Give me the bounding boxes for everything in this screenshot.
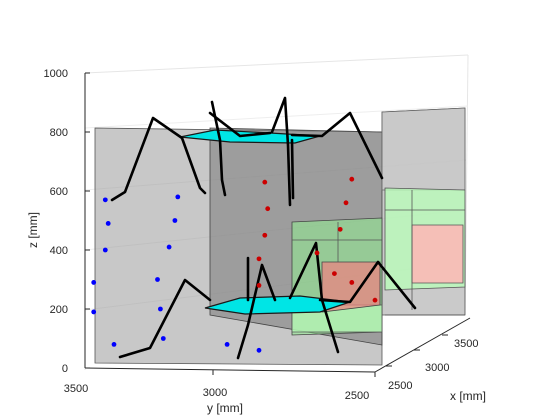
y-tick-label: 2500 xyxy=(345,390,369,402)
y-tick-label: 3000 xyxy=(203,387,227,399)
z-tick-label: 400 xyxy=(50,245,68,257)
z-tick-labels: 1000 800 600 400 200 0 xyxy=(44,68,68,375)
robot-legs xyxy=(110,96,417,360)
blue-data-point xyxy=(155,277,160,282)
z-tick-label: 600 xyxy=(50,186,68,198)
workspace-side-upper xyxy=(381,107,466,191)
red-data-point xyxy=(265,206,271,212)
blue-data-point xyxy=(102,197,108,203)
x-tick-labels: 2500 3000 3500 xyxy=(388,338,478,392)
blue-data-point xyxy=(105,221,111,226)
axis-lines xyxy=(84,73,471,373)
red-region-side xyxy=(411,224,464,284)
red-data-point xyxy=(256,283,262,288)
blue-data-point xyxy=(91,280,97,285)
red-data-point xyxy=(314,250,320,256)
x-tick-label: 3500 xyxy=(454,338,478,350)
z-tick-label: 200 xyxy=(50,304,68,316)
blue-data-point xyxy=(172,218,178,223)
z-tick-label: 1000 xyxy=(44,68,68,80)
x-tick-label: 2500 xyxy=(388,380,412,392)
y-tick-labels: 3500 3000 2500 xyxy=(64,383,369,402)
red-data-point xyxy=(256,256,262,262)
blue-data-point xyxy=(160,336,166,341)
red-data-point xyxy=(262,232,268,238)
y-tick-label: 3500 xyxy=(64,383,88,395)
red-point-series xyxy=(256,176,378,303)
red-data-point xyxy=(343,200,349,206)
red-data-point xyxy=(337,226,343,232)
red-data-point xyxy=(372,297,378,303)
blue-data-point xyxy=(91,309,97,315)
blue-data-point xyxy=(158,306,163,312)
blue-data-point xyxy=(102,247,108,253)
red-data-point xyxy=(262,179,268,185)
x-axis-label: x [mm] xyxy=(450,389,486,403)
region-divider-lines xyxy=(292,190,465,316)
red-data-point xyxy=(332,271,337,276)
blue-data-point xyxy=(256,347,262,353)
y-axis-label: y [mm] xyxy=(207,401,243,415)
blue-data-point xyxy=(175,194,181,200)
red-data-point xyxy=(349,176,355,182)
red-data-point xyxy=(349,280,355,285)
blue-data-point xyxy=(111,342,117,347)
z-tick-label: 0 xyxy=(62,363,68,375)
tick-marks xyxy=(85,72,448,377)
blue-data-point xyxy=(166,244,172,250)
blue-data-point xyxy=(224,342,230,347)
z-tick-label: 800 xyxy=(50,127,68,139)
x-tick-label: 3000 xyxy=(425,362,449,374)
z-axis-label: z [mm] xyxy=(26,212,40,248)
blue-point-series xyxy=(91,194,262,353)
